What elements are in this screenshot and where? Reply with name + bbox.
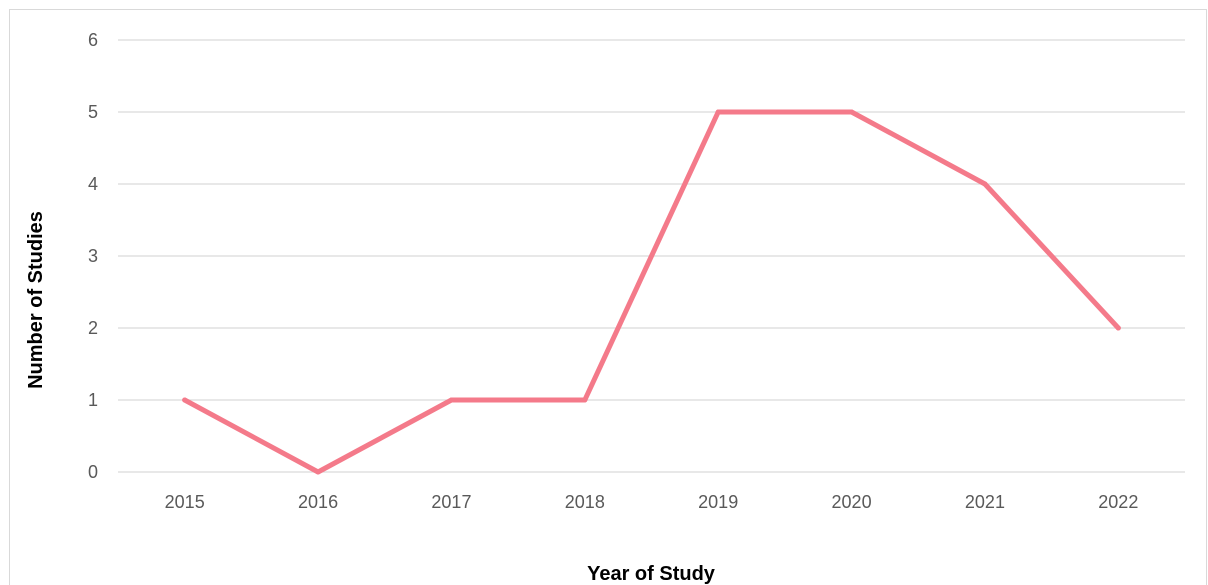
y-axis-title: Number of Studies (25, 211, 47, 389)
y-tick-label: 4 (88, 174, 98, 194)
y-tick-label: 6 (88, 30, 98, 50)
x-axis-ticks: 2015 2016 2017 2018 2019 2020 2021 2022 (165, 492, 1139, 512)
x-tick-label: 2017 (431, 492, 471, 512)
data-point (715, 109, 721, 115)
x-tick-label: 2020 (832, 492, 872, 512)
chart-frame (9, 9, 1207, 585)
y-tick-label: 1 (88, 390, 98, 410)
data-point (1115, 325, 1121, 331)
x-tick-label: 2019 (698, 492, 738, 512)
data-point (315, 469, 321, 475)
data-point (582, 397, 588, 403)
y-tick-label: 0 (88, 462, 98, 482)
y-tick-label: 5 (88, 102, 98, 122)
data-point (182, 397, 188, 403)
series-line-0 (182, 109, 1121, 475)
y-tick-label: 2 (88, 318, 98, 338)
x-tick-label: 2022 (1098, 492, 1138, 512)
x-tick-label: 2016 (298, 492, 338, 512)
y-axis-ticks: 0 1 2 3 4 5 6 (88, 30, 98, 482)
y-tick-label: 3 (88, 246, 98, 266)
x-tick-label: 2015 (165, 492, 205, 512)
x-axis-title: Year of Study (587, 563, 716, 585)
data-point (849, 109, 855, 115)
x-tick-label: 2021 (965, 492, 1005, 512)
x-tick-label: 2018 (565, 492, 605, 512)
data-point (448, 397, 454, 403)
series-layer (182, 109, 1121, 475)
data-point (982, 181, 988, 187)
